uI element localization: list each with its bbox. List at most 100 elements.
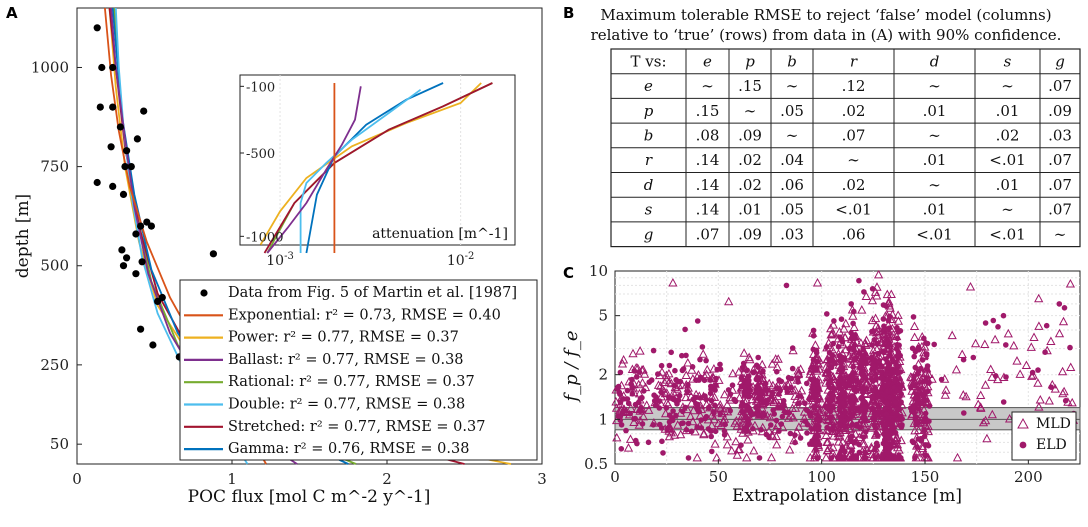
panel-c-eld-point: [860, 372, 866, 379]
panel-c-eld-point: [755, 354, 761, 361]
panel-c-mld-point: [980, 380, 991, 389]
inset-curve-stretched: [263, 82, 493, 254]
panel-c-mld-point: [657, 367, 667, 376]
panel-c-mld-point: [854, 452, 864, 462]
panel-c-mld-point: [649, 418, 659, 427]
panel-c-eld-point: [721, 432, 728, 438]
panel-c-eld-point: [863, 455, 869, 461]
panel-c-mld-point: [635, 346, 645, 355]
panel-a-ytick-label: 50: [50, 435, 69, 453]
panel-c-mld-point: [921, 397, 931, 406]
panel-c-eld-point: [623, 427, 629, 434]
panel-c-mld-point: [1028, 370, 1038, 379]
panel-a-data-point: [123, 147, 131, 155]
panel-c-mld-point: [790, 385, 800, 394]
table-cell: ∼: [1001, 77, 1014, 95]
panel-c-mld-point: [710, 439, 720, 448]
panel-c-mld-point: [909, 332, 920, 341]
panel-c-eld-point: [617, 399, 624, 406]
panel-c-mld-point: [708, 373, 719, 382]
panel-c-mld-point: [809, 432, 820, 442]
panel-c-mld-point: [780, 381, 790, 390]
table-cell: .01: [738, 201, 762, 219]
panel-c-eld-point: [895, 406, 901, 413]
panel-c-mld-point: [702, 364, 712, 374]
panel-c-mld-point: [783, 413, 794, 422]
table-cell: ∼: [701, 77, 714, 95]
table-cell: .01: [923, 201, 947, 219]
panel-c-mld-point: [756, 389, 766, 398]
panel-a-data-point: [149, 341, 157, 349]
panel-c-mld-point: [874, 405, 884, 414]
panel-a-data-point: [119, 190, 128, 198]
inset-curve-double: [299, 88, 422, 253]
panel-c-eld-point: [774, 368, 780, 375]
panel-c-mld-point: [629, 387, 639, 397]
panel-c-mld-point: [1047, 379, 1057, 389]
panel-c-mld-point: [823, 385, 833, 394]
panel-c-eld-point: [858, 407, 864, 414]
inset-xtick-label: 10-2: [447, 251, 475, 269]
panel-label-a: A: [6, 4, 18, 22]
panel-c-mld-point: [699, 429, 709, 439]
table-cell: ∼: [786, 126, 799, 144]
panel-c-mld-point: [793, 368, 804, 377]
panel-c-mld-point: [1012, 356, 1022, 365]
panel-c-mld-point: [782, 379, 793, 389]
panel-c-mld-point: [887, 370, 898, 380]
panel-c-mld-point: [825, 357, 836, 367]
panel-c-eld-point: [682, 326, 688, 333]
panel-c-mld-point: [822, 399, 832, 408]
legend-label-rational: Rational: r² = 0.77, RMSE = 0.37: [228, 374, 475, 390]
panel-c-eld-point: [1067, 344, 1073, 351]
panel-c-eld-point: [729, 382, 736, 389]
panel-c-mld-point: [887, 331, 897, 340]
panel-c-mld-point: [850, 370, 860, 379]
panel-c-eld-point: [727, 408, 733, 414]
panel-c-mld-point: [838, 339, 848, 349]
panel-c-mld-point: [923, 421, 933, 430]
panel-c-mld-point: [844, 394, 854, 403]
panel-c-mld-point: [1034, 321, 1044, 330]
panel-c-eld-point: [826, 350, 833, 356]
panel-c-eld-point: [850, 320, 856, 327]
panel-c-eld-point: [848, 301, 854, 307]
panel-c-mld-point: [807, 395, 818, 405]
panel-c-mld-point: [768, 380, 778, 390]
panel-c-eld-point: [835, 455, 842, 461]
panel-c-mld-point: [772, 362, 782, 371]
panel-c-xtick-label: 50: [709, 468, 728, 486]
panel-c-eld-point: [837, 422, 843, 428]
panel-c-eld-point: [744, 367, 750, 374]
panel-c-mld-point: [821, 430, 831, 439]
panel-c-mld-point: [839, 371, 849, 381]
panel-c-mld-point: [921, 420, 931, 429]
table-cell: .06: [780, 176, 804, 194]
panel-c-eld-point: [624, 387, 631, 394]
panel-c-mld-point: [1027, 371, 1037, 380]
panel-c-mld-point: [877, 351, 887, 361]
panel-c-mld-point: [808, 328, 818, 337]
panel-a-data-point: [118, 246, 126, 254]
panel-c-mld-point: [923, 381, 933, 391]
panel-c-mld-point: [642, 400, 652, 409]
panel-c-eld-point: [617, 391, 623, 398]
panel-c-mld-point: [772, 420, 782, 429]
panel-c-mld-point: [825, 355, 836, 364]
table-cell: .15: [738, 77, 762, 95]
panel-c-mld-point: [1063, 397, 1073, 406]
panel-label-b: B: [563, 4, 574, 22]
panel-c-mld-point: [881, 452, 891, 462]
panel-c-mld-point: [824, 390, 834, 400]
panel-c-eld-point: [883, 411, 890, 418]
panel-c-eld-point: [912, 455, 918, 461]
panel-c-mld-point: [887, 309, 898, 319]
inset-curve-power: [259, 82, 482, 246]
panel-c-eld-point: [656, 398, 663, 404]
panel-c-mld-point: [749, 445, 759, 455]
panel-c-mld-point: [810, 450, 820, 459]
panel-c-mld-point: [731, 436, 741, 446]
panel-c-eld-point: [666, 419, 673, 425]
panel-c-mld-point: [812, 277, 823, 287]
table-row-header: p: [644, 102, 654, 120]
